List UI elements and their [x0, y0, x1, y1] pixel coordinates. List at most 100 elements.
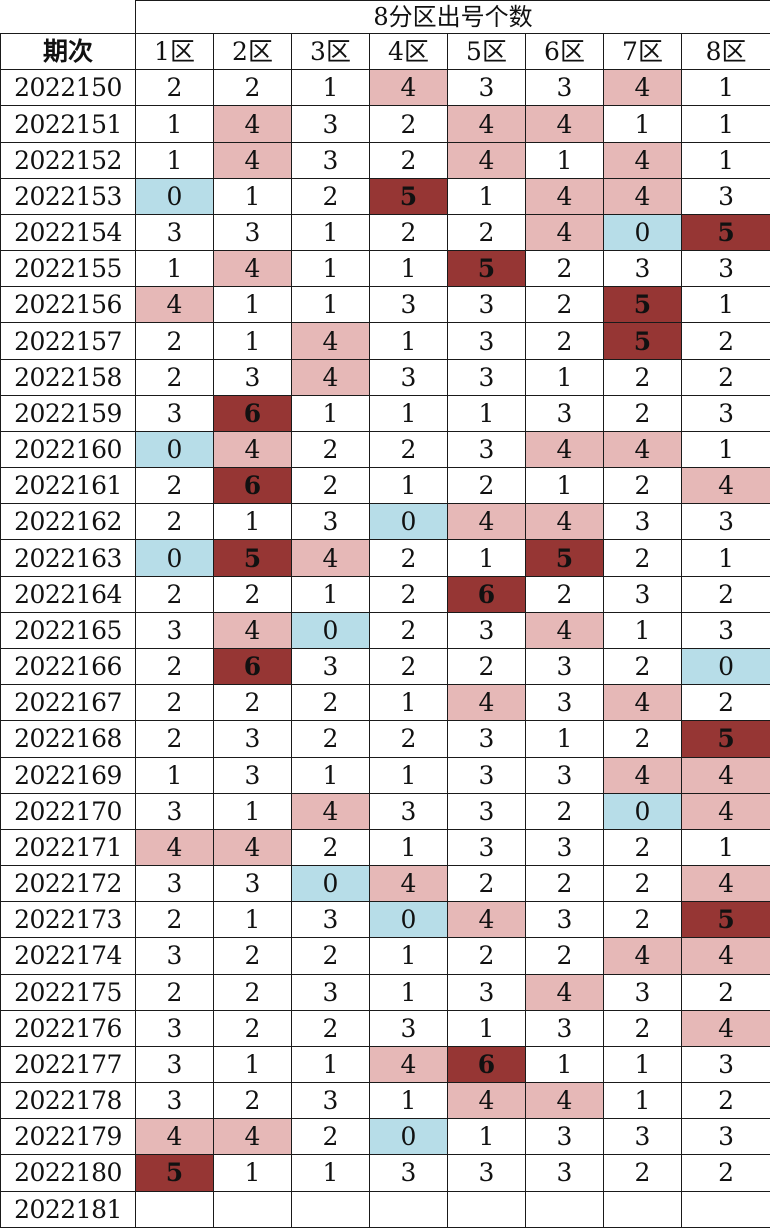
count-cell-zone-8: 2 — [680, 575, 770, 613]
period-cell: 2022162 — [0, 503, 136, 541]
count-cell-zone-5: 3 — [447, 286, 526, 324]
count-cell-zone-5: 4 — [447, 684, 526, 722]
table-row: 2022170 3 1 4 3 3 2 0 4 — [0, 792, 770, 830]
count-cell-zone-6: 2 — [525, 575, 604, 613]
count-cell-zone-2: 4 — [213, 250, 292, 288]
count-cell-zone-8: 2 — [680, 1154, 770, 1192]
period-cell: 2022177 — [0, 1045, 136, 1084]
count-cell-zone-2: 3 — [213, 720, 292, 758]
count-cell-zone-3: 2 — [291, 467, 370, 505]
count-cell-zone-7: 4 — [603, 684, 682, 722]
period-cell: 2022150 — [0, 69, 136, 107]
count-cell-zone-2: 1 — [213, 1154, 292, 1192]
count-cell-zone-4: 0 — [369, 1118, 448, 1156]
count-cell-zone-5: 3 — [447, 430, 526, 469]
table-row: 2022155 1 4 1 1 5 2 3 3 — [0, 250, 770, 288]
count-cell-zone-1: 4 — [135, 828, 214, 867]
count-cell-zone-5: 2 — [447, 865, 526, 903]
count-cell-zone-4: 1 — [369, 1082, 448, 1120]
count-cell-zone-6: 4 — [525, 213, 604, 252]
count-cell-zone-1: 3 — [135, 792, 214, 830]
count-cell-zone-8: 3 — [680, 503, 770, 541]
table-row: 2022169 1 3 1 1 3 3 4 4 — [0, 756, 770, 794]
period-cell: 2022176 — [0, 1009, 136, 1047]
count-cell-zone-5: 1 — [447, 177, 526, 215]
count-cell-zone-7: 2 — [603, 467, 682, 505]
count-cell-zone-3: 1 — [291, 394, 370, 432]
count-cell-zone-5: 6 — [447, 575, 526, 613]
count-cell-zone-7: 4 — [603, 430, 682, 469]
count-cell-zone-7: 1 — [603, 105, 682, 143]
count-cell-zone-6: 1 — [525, 141, 604, 179]
table-row: 2022165 3 4 0 2 3 4 1 3 — [0, 611, 770, 650]
count-cell-zone-2: 3 — [213, 213, 292, 252]
table-row: 2022177 3 1 1 4 6 1 1 3 — [0, 1045, 770, 1084]
count-cell-zone-7: 2 — [603, 828, 682, 867]
zone-header-1: 1区 — [135, 33, 214, 71]
count-cell-zone-7: 2 — [603, 865, 682, 903]
count-cell-zone-4: 1 — [369, 322, 448, 360]
count-cell-zone-5: 1 — [447, 394, 526, 432]
count-cell-zone-1: 3 — [135, 1082, 214, 1120]
count-cell-zone-6: 3 — [525, 69, 604, 107]
corner-cell — [0, 0, 136, 35]
count-cell-zone-3: 1 — [291, 1154, 370, 1192]
table-row: 2022156 4 1 1 3 3 2 5 1 — [0, 286, 770, 324]
count-cell-zone-5: 4 — [447, 503, 526, 541]
count-cell-zone-1: 2 — [135, 358, 214, 396]
count-cell-zone-6 — [525, 1190, 604, 1228]
count-cell-zone-4: 2 — [369, 611, 448, 650]
count-cell-zone-3: 2 — [291, 684, 370, 722]
count-cell-zone-1: 3 — [135, 1045, 214, 1084]
table-row: 2022181 — [0, 1190, 770, 1228]
count-cell-zone-5: 1 — [447, 539, 526, 577]
zone-header-4: 4区 — [369, 33, 448, 71]
count-cell-zone-4: 2 — [369, 141, 448, 179]
count-cell-zone-4: 1 — [369, 937, 448, 975]
count-cell-zone-2: 1 — [213, 177, 292, 215]
count-cell-zone-7: 4 — [603, 69, 682, 107]
period-cell: 2022172 — [0, 865, 136, 903]
count-cell-zone-8: 5 — [680, 213, 770, 252]
count-cell-zone-2: 6 — [213, 467, 292, 505]
count-cell-zone-2: 2 — [213, 69, 292, 107]
count-cell-zone-8: 4 — [680, 756, 770, 794]
count-cell-zone-3: 2 — [291, 720, 370, 758]
count-cell-zone-1: 2 — [135, 69, 214, 107]
table-row: 2022178 3 2 3 1 4 4 1 2 — [0, 1082, 770, 1120]
count-cell-zone-3: 3 — [291, 973, 370, 1011]
count-cell-zone-6: 1 — [525, 1045, 604, 1084]
count-cell-zone-8: 3 — [680, 1118, 770, 1156]
period-cell: 2022178 — [0, 1082, 136, 1120]
count-cell-zone-1: 2 — [135, 720, 214, 758]
count-cell-zone-3: 2 — [291, 937, 370, 975]
table-row: 2022176 3 2 2 3 1 3 2 4 — [0, 1009, 770, 1047]
period-cell: 2022159 — [0, 394, 136, 432]
table-row: 2022163 0 5 4 2 1 5 2 1 — [0, 539, 770, 577]
count-cell-zone-3: 3 — [291, 1082, 370, 1120]
count-cell-zone-7: 1 — [603, 1045, 682, 1084]
zone-header-2: 2区 — [213, 33, 292, 71]
count-cell-zone-1: 3 — [135, 611, 214, 650]
count-cell-zone-8: 4 — [680, 1009, 770, 1047]
count-cell-zone-5: 2 — [447, 213, 526, 252]
count-cell-zone-5: 6 — [447, 1045, 526, 1084]
count-cell-zone-7: 4 — [603, 756, 682, 794]
count-cell-zone-5: 3 — [447, 792, 526, 830]
count-cell-zone-3: 1 — [291, 69, 370, 107]
count-cell-zone-7: 2 — [603, 647, 682, 686]
count-cell-zone-6: 4 — [525, 1082, 604, 1120]
period-cell: 2022152 — [0, 141, 136, 179]
count-cell-zone-2: 1 — [213, 1045, 292, 1084]
count-cell-zone-1: 3 — [135, 937, 214, 975]
count-cell-zone-4: 3 — [369, 1154, 448, 1192]
count-cell-zone-2: 1 — [213, 901, 292, 939]
count-cell-zone-3: 3 — [291, 105, 370, 143]
period-cell: 2022180 — [0, 1154, 136, 1192]
zone-header-8: 8区 — [680, 33, 770, 71]
count-cell-zone-5 — [447, 1190, 526, 1228]
table-row: 2022173 2 1 3 0 4 3 2 5 — [0, 901, 770, 939]
count-cell-zone-1: 3 — [135, 213, 214, 252]
count-cell-zone-6: 3 — [525, 394, 604, 432]
